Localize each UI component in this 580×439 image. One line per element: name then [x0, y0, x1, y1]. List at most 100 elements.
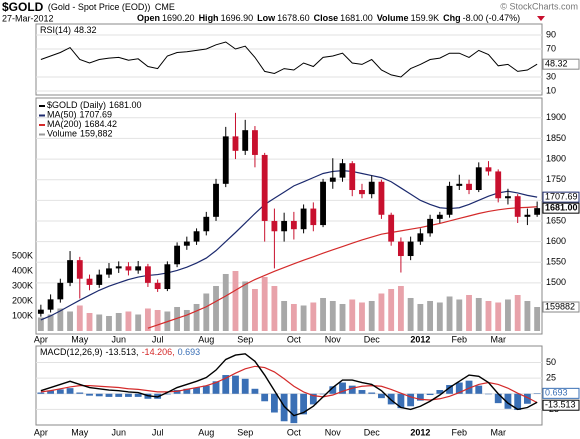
moving-average [147, 206, 538, 329]
histogram-bar [95, 393, 103, 397]
rsi-line [40, 41, 538, 78]
x-tick-label: Jul [152, 427, 164, 437]
volume-bar [397, 285, 404, 331]
value-box [542, 399, 580, 411]
candle-body [37, 309, 44, 314]
value-box [542, 387, 580, 399]
histogram-bar [261, 393, 269, 402]
candle-body [388, 214, 395, 242]
candle-body [456, 183, 463, 186]
x-tick-label: Nov [325, 334, 342, 344]
candle-body [271, 220, 278, 232]
x-tick-label: Sep [237, 334, 253, 344]
volume-bar [475, 297, 482, 331]
x-tick-label: Mar [490, 334, 506, 344]
candle-body [485, 167, 492, 172]
y-tick-label: 10 [546, 85, 556, 95]
histogram-bar [56, 389, 64, 394]
candle-body [514, 196, 521, 217]
y-tick-label: 70 [546, 43, 556, 53]
candle-body [222, 136, 229, 184]
histogram-bar [173, 390, 181, 394]
quote-line: Open 1690.20 High 1696.90 Low 1678.60 Close 168… [137, 13, 520, 23]
x-tick-label: 2012 [410, 334, 430, 344]
volume-bar [271, 285, 278, 331]
histogram-bar [397, 393, 405, 409]
volume-bar [193, 303, 200, 331]
y-tick-label: 25 [546, 373, 556, 383]
x-tick-label: 2012 [410, 427, 430, 437]
histogram-bar [407, 393, 415, 407]
candle-body [96, 274, 103, 285]
volume-bar [106, 315, 112, 331]
candle-body [505, 196, 511, 199]
histogram-bar [416, 393, 424, 401]
candle-body [446, 185, 453, 215]
quote-label: Close [314, 13, 339, 23]
histogram-bar [66, 388, 74, 394]
histogram-bar [465, 380, 473, 394]
histogram-bar [358, 390, 366, 394]
instrument-name: (Gold - Spot Price (EOD)) [48, 2, 151, 12]
volume-bar [456, 299, 463, 331]
volume-bar [67, 311, 73, 331]
signal-line [40, 365, 538, 404]
quote-value: 1690.20 [162, 13, 195, 23]
histogram-bar [475, 385, 483, 394]
volume-bar [378, 293, 385, 331]
candle-body [281, 220, 288, 232]
volume-bar [86, 312, 93, 331]
histogram-bar [125, 393, 132, 397]
candle-body [427, 218, 434, 234]
value-box-label: 0.693 [545, 388, 568, 398]
x-tick-label: Sep [237, 427, 253, 437]
candle-body [310, 208, 317, 226]
y-tick-label: 1550 [546, 257, 566, 267]
histogram-bar [241, 378, 249, 394]
candle-body [495, 171, 502, 199]
volume-bar [213, 285, 219, 331]
histogram-bar [319, 393, 327, 395]
candle-body [475, 167, 482, 191]
legend: MA(200) 1684.42 [47, 119, 117, 129]
candle-body [397, 241, 404, 257]
value-box [542, 301, 580, 313]
date: 27-Mar-2012 [2, 13, 54, 23]
histogram-bar [378, 393, 385, 399]
candle-body [368, 181, 375, 195]
y-tick-label: 90 [546, 29, 556, 39]
candle-body [329, 177, 336, 182]
quote-value: 1681.00 [340, 13, 373, 23]
candle-body [349, 163, 356, 191]
volume-bar [47, 314, 54, 331]
volume-bar [115, 312, 122, 331]
volume-bar [57, 308, 64, 331]
quote-value: 159.9K [411, 13, 440, 23]
legend-value: 0.693 [178, 347, 201, 357]
y-tick-label: 1750 [546, 174, 566, 184]
panel-frame [35, 97, 543, 335]
y-tick-label: 1800 [546, 153, 566, 163]
volume-bar [436, 302, 443, 331]
legend-name: $GOLD (Daily) [47, 100, 106, 110]
volume-bar [281, 300, 288, 331]
y-tick-label: 50 [546, 357, 556, 367]
value-box-label: 1681.00 [545, 203, 578, 213]
candle-body [164, 264, 171, 290]
value-box-label: 48.32 [545, 59, 568, 69]
legend-name: MA(50) [47, 110, 77, 120]
x-tick-label: May [71, 334, 89, 344]
histogram-bar [183, 388, 191, 394]
histogram-bar [514, 393, 522, 411]
candle-body [534, 208, 541, 215]
y-tick-label: 1600 [546, 236, 566, 246]
candle-body [213, 183, 219, 217]
legend-name: Volume [47, 129, 77, 139]
histogram-bar [222, 375, 230, 394]
histogram-bar [329, 386, 337, 394]
legend: RSI(14) 48.32 [40, 25, 97, 35]
candle-body [106, 268, 112, 275]
volume-bar [320, 297, 326, 331]
